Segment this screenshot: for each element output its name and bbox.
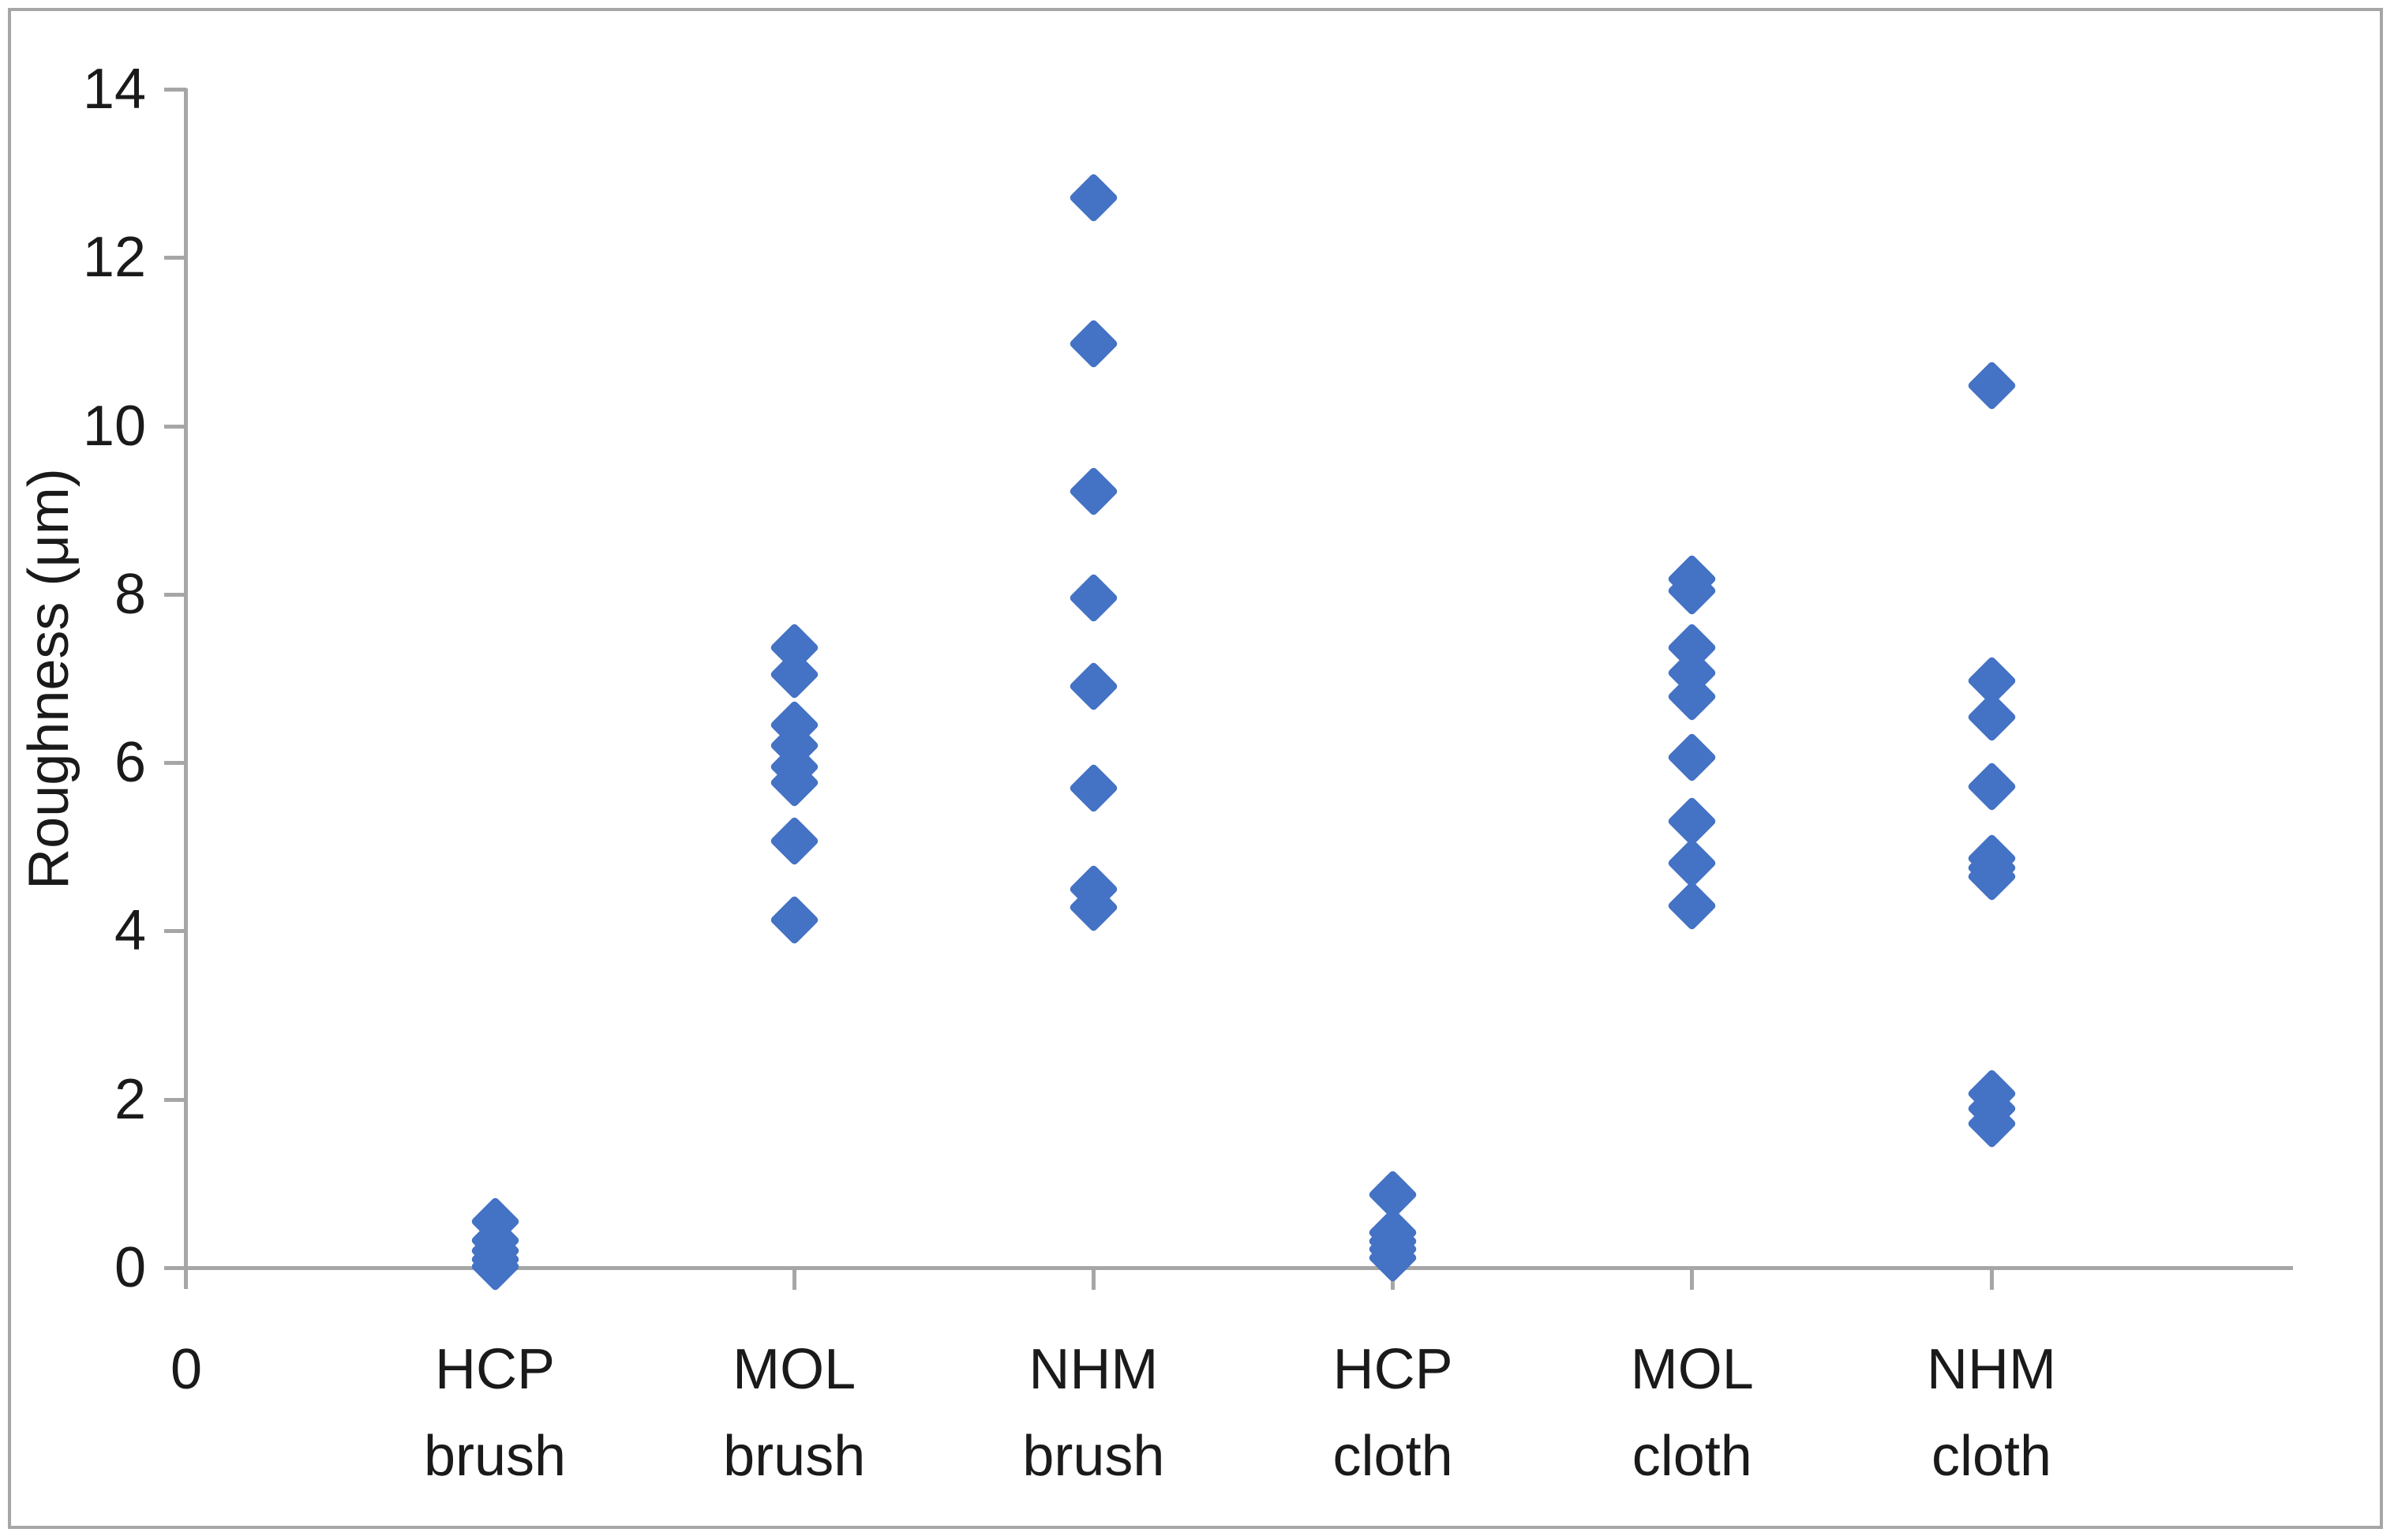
y-tick-label: 6 xyxy=(114,731,146,795)
x-category-label: HCP brush xyxy=(353,1326,637,1500)
y-tick-mark xyxy=(164,1266,186,1270)
y-tick-mark xyxy=(164,256,186,260)
y-tick-label: 0 xyxy=(114,1236,146,1299)
x-tick-mark xyxy=(792,1268,796,1290)
x-category-label-line2: brush xyxy=(423,1425,567,1488)
x-category-label-line2: cloth xyxy=(1632,1425,1752,1488)
x-axis-origin-label: 0 xyxy=(170,1338,203,1401)
y-tick-mark xyxy=(164,88,186,92)
y-tick-label: 12 xyxy=(82,226,146,290)
x-category-label-line1: MOL xyxy=(1630,1338,1754,1401)
x-category-label: HCP cloth xyxy=(1251,1326,1535,1500)
x-axis-line xyxy=(184,1266,2293,1270)
chart-border xyxy=(8,8,2383,1529)
x-tick-mark xyxy=(1690,1268,1695,1290)
x-category-label: NHM cloth xyxy=(1849,1326,2134,1500)
x-category-label: MOL cloth xyxy=(1550,1326,1834,1500)
x-category-label-line1: NHM xyxy=(1927,1338,2056,1401)
y-tick-label: 8 xyxy=(114,562,146,626)
x-category-label: NHM brush xyxy=(951,1326,1235,1500)
x-category-label-line1: MOL xyxy=(732,1338,856,1401)
y-tick-label: 10 xyxy=(82,394,146,458)
y-tick-label: 4 xyxy=(114,899,146,963)
x-tick-mark xyxy=(1989,1268,1994,1290)
x-category-label-line2: brush xyxy=(1022,1425,1165,1488)
y-tick-mark xyxy=(164,592,186,597)
y-axis-line xyxy=(184,88,188,1289)
x-category-label-line1: HCP xyxy=(434,1338,555,1401)
y-tick-label: 14 xyxy=(82,58,146,122)
y-tick-mark xyxy=(164,424,186,429)
y-tick-mark xyxy=(164,929,186,934)
x-category-label-line2: cloth xyxy=(1931,1425,2052,1488)
x-category-label-line1: NHM xyxy=(1028,1338,1159,1401)
y-tick-mark xyxy=(164,761,186,766)
x-category-label-line2: brush xyxy=(723,1425,866,1488)
x-tick-mark xyxy=(1091,1268,1096,1290)
y-tick-mark xyxy=(164,1097,186,1102)
x-category-label-line1: HCP xyxy=(1332,1338,1453,1401)
x-category-label-line2: cloth xyxy=(1332,1425,1453,1488)
x-category-label: MOL brush xyxy=(652,1326,936,1500)
y-tick-label: 2 xyxy=(114,1067,146,1131)
